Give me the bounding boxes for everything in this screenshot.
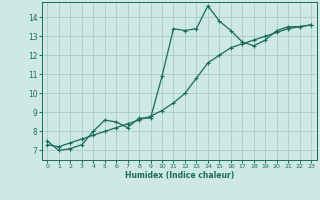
X-axis label: Humidex (Indice chaleur): Humidex (Indice chaleur)	[124, 171, 234, 180]
